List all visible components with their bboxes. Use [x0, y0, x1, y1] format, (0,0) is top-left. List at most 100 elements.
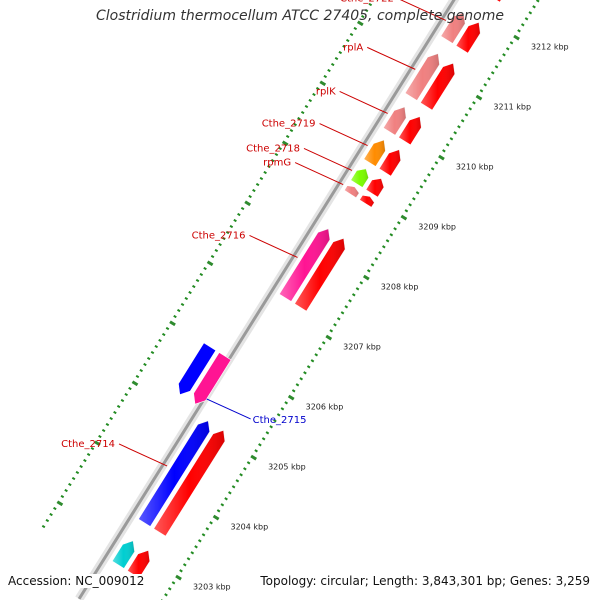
gene-orange_gene_top[interactable] [473, 0, 508, 3]
cds-arrow-shade [456, 22, 481, 54]
inner-tick [233, 218, 237, 223]
cds-arrow-shade [127, 550, 150, 579]
scale-tick [228, 491, 232, 495]
gene-Cthe_2718[interactable] [350, 168, 385, 198]
scale-tick [190, 551, 195, 555]
inner-tick [139, 368, 144, 373]
gene-rpmG[interactable] [343, 185, 375, 208]
scale-tick [243, 467, 247, 471]
inner-tick [349, 32, 354, 37]
scale-tick [453, 131, 457, 135]
cds-arrow-shade [294, 238, 346, 312]
inner-tick [146, 356, 151, 361]
scale-tick-label: 3210 kbp [456, 163, 494, 172]
gene-label-rplA[interactable]: rplA [343, 42, 363, 53]
scale-tick [321, 341, 326, 345]
gene-label-rplK[interactable]: rplK [316, 86, 336, 97]
cds-arrow-shade [365, 178, 384, 198]
scale-tick [231, 485, 236, 489]
inner-tick [353, 26, 358, 31]
inner-tick [90, 446, 95, 451]
gene-label-Cthe_2718[interactable]: Cthe_2718 [246, 143, 300, 154]
scale-tick [528, 11, 533, 15]
gene-arrow-shade [405, 53, 440, 101]
inner-tick [86, 452, 91, 457]
gene-Cthe_2722[interactable] [440, 12, 481, 54]
inner-tick [143, 362, 147, 367]
scale-tick [220, 503, 225, 507]
inner-tick [135, 374, 140, 379]
gene-label-Cthe_2714[interactable]: Cthe_2714 [61, 439, 115, 450]
inner-tick [229, 224, 234, 229]
scale-tick [318, 347, 322, 351]
inner-tick [195, 278, 200, 283]
gene-label-Cthe_2716[interactable]: Cthe_2716 [192, 230, 246, 241]
gene-arrow-shade [440, 12, 466, 44]
scale-tick [212, 514, 220, 521]
label-leader [339, 91, 388, 114]
scale-tick [509, 41, 514, 45]
label-leader [118, 443, 168, 467]
scale-tick [524, 17, 529, 21]
gene-label-rpmG[interactable]: rpmG [263, 158, 291, 169]
scale-tick [329, 329, 334, 333]
scale-tick [408, 203, 412, 207]
inner-tick [150, 350, 155, 355]
scale-tick [415, 191, 420, 195]
inner-tick [312, 92, 316, 97]
gene-label-Cthe_2722[interactable]: Cthe_2722 [340, 0, 394, 4]
inner-tick [41, 524, 46, 529]
gene-Cthe_2719[interactable] [363, 139, 402, 177]
inner-tick [289, 128, 294, 133]
scale-tick [201, 533, 206, 537]
scale-tick [438, 154, 445, 161]
label-leader [399, 0, 447, 21]
label-leader [206, 398, 251, 420]
scale-tick [325, 334, 333, 341]
inner-tick [180, 302, 185, 307]
cds-arrow-reverse[interactable] [178, 342, 217, 396]
scale-tick [198, 539, 202, 543]
gene-arrow-shade [383, 107, 407, 136]
scale-tick [295, 383, 300, 387]
gene-cyan_gene[interactable] [111, 540, 151, 579]
scale-tick [250, 454, 257, 461]
gene-Cthe_2716[interactable] [278, 228, 346, 312]
gene-Cthe_2714[interactable] [138, 420, 226, 537]
scale-tick [423, 179, 427, 183]
backbone-line [77, 0, 456, 600]
inner-tick [191, 284, 196, 289]
gene-label-Cthe_2715[interactable]: Cthe_2715 [253, 415, 307, 426]
inner-tick [184, 296, 189, 301]
scale-tick [299, 377, 304, 381]
scale-tick [445, 143, 450, 147]
scale-tick-label: 3209 kbp [418, 223, 456, 232]
inner-tick [300, 110, 305, 115]
inner-tick [109, 416, 113, 421]
gene-label-Cthe_2719[interactable]: Cthe_2719 [262, 119, 316, 130]
scale-tick [269, 425, 273, 429]
inner-tick [274, 152, 279, 157]
scale-tick [517, 29, 521, 33]
scale-tick [520, 23, 525, 27]
gene-arrow-reverse[interactable] [193, 352, 232, 405]
inner-tick [176, 308, 181, 313]
inner-tick [161, 332, 166, 337]
inner-tick [342, 44, 346, 49]
cds-arrow-shade [379, 149, 401, 177]
gene-arrow-shade [350, 168, 369, 188]
scale-tick [479, 89, 484, 93]
scale-tick [344, 305, 349, 309]
scale-tick [367, 269, 371, 273]
gene-rplK[interactable] [382, 106, 422, 146]
cds-arrow-shade [420, 63, 455, 111]
scale-tick [205, 527, 210, 531]
label-leader [367, 46, 416, 70]
scale-tick [382, 245, 386, 249]
gene-Cthe_2715[interactable] [178, 342, 232, 405]
gene-rplA[interactable] [404, 53, 456, 111]
scale-tick [186, 557, 191, 561]
inner-tick [222, 236, 226, 241]
inner-tick [169, 320, 176, 327]
inner-tick [237, 212, 241, 217]
